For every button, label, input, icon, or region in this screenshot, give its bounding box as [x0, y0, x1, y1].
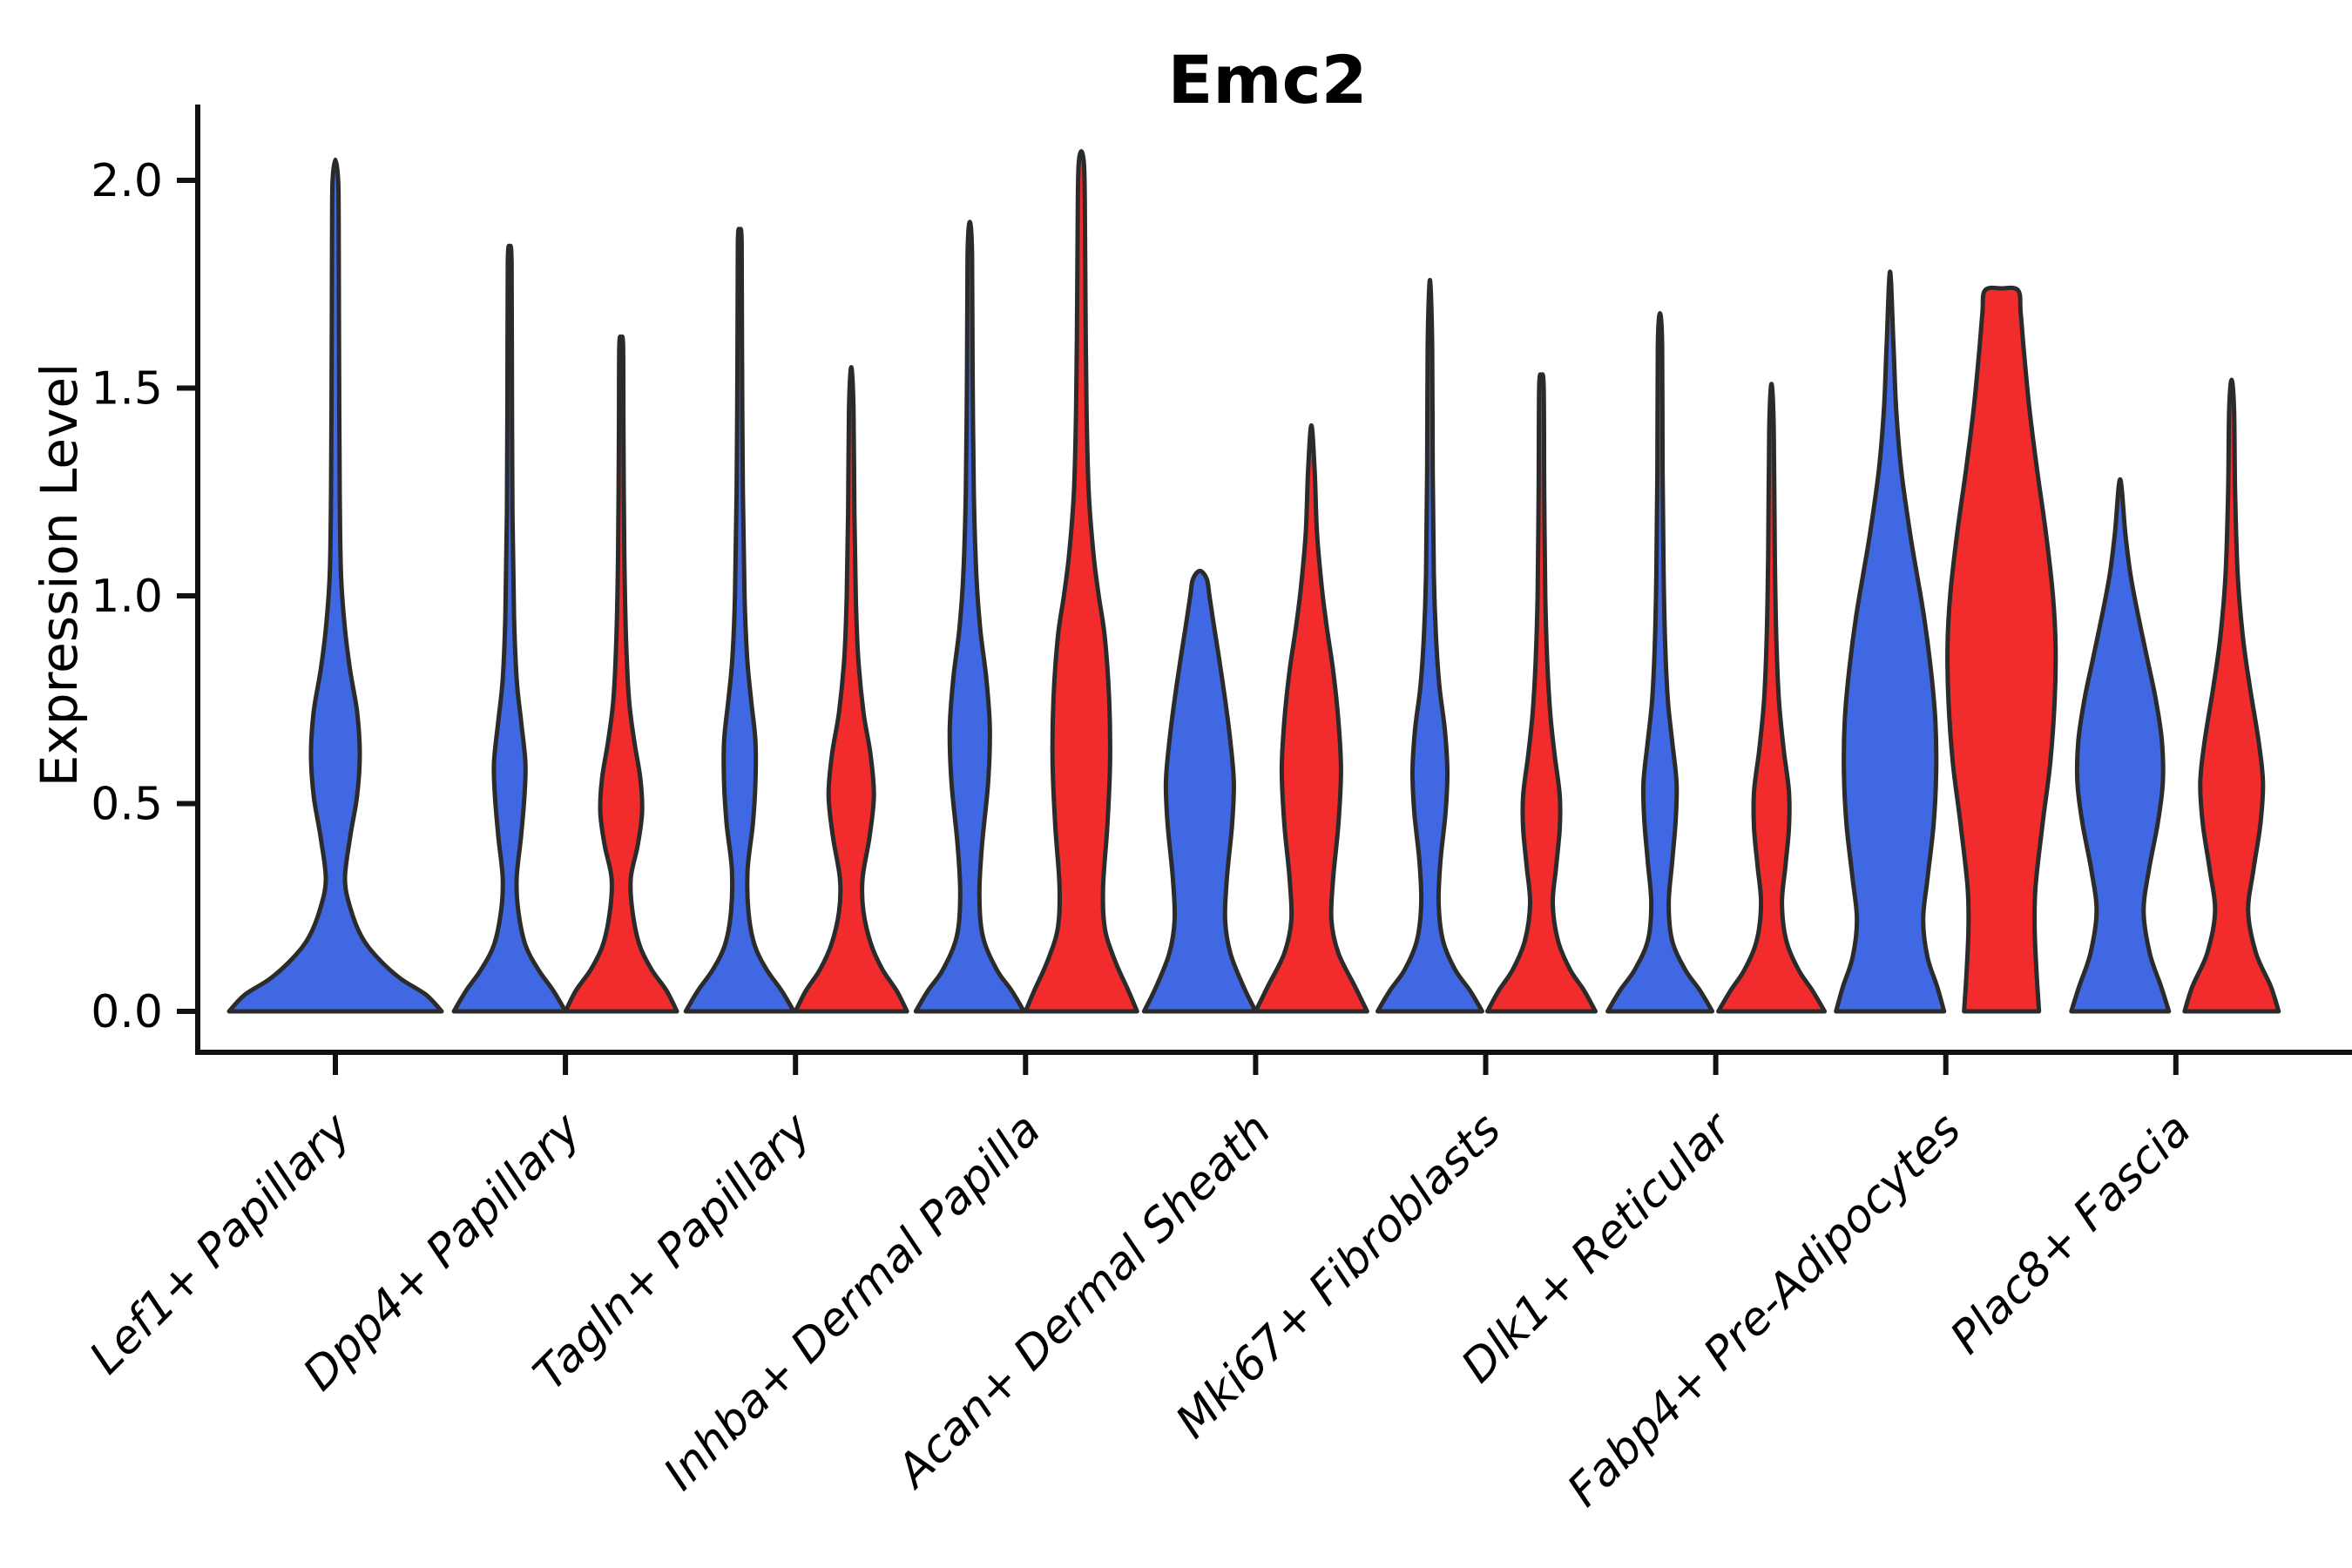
- x-tick-label-inhba-dermal-papilla: Inhba+ Dermal Papilla: [654, 1104, 1051, 1501]
- violin-plac8-fascia-blue: [2069, 476, 2172, 1014]
- violin-plac8-fascia-red: [2182, 377, 2281, 1014]
- violin-acan-dermal-sheath-blue: [1141, 568, 1258, 1014]
- y-tick-label: 1.5: [91, 363, 163, 416]
- chart-title: Emc2: [1167, 41, 1367, 118]
- violin-acan-dermal-sheath-red: [1253, 422, 1369, 1014]
- violin-mki67-fibroblasts-blue: [1375, 278, 1484, 1014]
- violin-dpp4-papillary-red: [563, 334, 679, 1014]
- violin-fabp4-pre-adipocytes-red: [1945, 285, 2058, 1014]
- violin-tagln-papillary-red: [793, 365, 909, 1014]
- violin-inhba-dermal-papilla-red: [1023, 149, 1139, 1014]
- violin-dlk1-reticular-blue: [1605, 311, 1715, 1014]
- violins-layer: [226, 149, 2281, 1014]
- x-tick-label-plac8-fascia: Plac8+ Fascia: [1941, 1104, 2201, 1364]
- violin-lef1-papillary-blue: [226, 157, 444, 1014]
- violin-tagln-papillary-blue: [683, 226, 796, 1014]
- y-axis-label: Expression Level: [30, 363, 89, 787]
- axis-spines: [195, 105, 2352, 1055]
- violin-dlk1-reticular-red: [1716, 382, 1828, 1014]
- x-tick-label-fabp4-pre-adipocytes: Fabp4+ Pre-Adipocytes: [1558, 1104, 1971, 1517]
- violin-fabp4-pre-adipocytes-blue: [1834, 269, 1947, 1014]
- y-tick-label: 1.0: [91, 571, 163, 623]
- y-tick-label: 0.5: [91, 779, 163, 831]
- y-tick-label: 2.0: [91, 155, 163, 207]
- violin-inhba-dermal-papilla-blue: [913, 220, 1026, 1014]
- x-tick-label-acan-dermal-sheath: Acan+ Dermal Sheath: [886, 1104, 1281, 1499]
- y-tick-label: 0.0: [91, 986, 163, 1038]
- violin-dpp4-papillary-blue: [451, 243, 568, 1014]
- violin-mki67-fibroblasts-red: [1485, 372, 1598, 1014]
